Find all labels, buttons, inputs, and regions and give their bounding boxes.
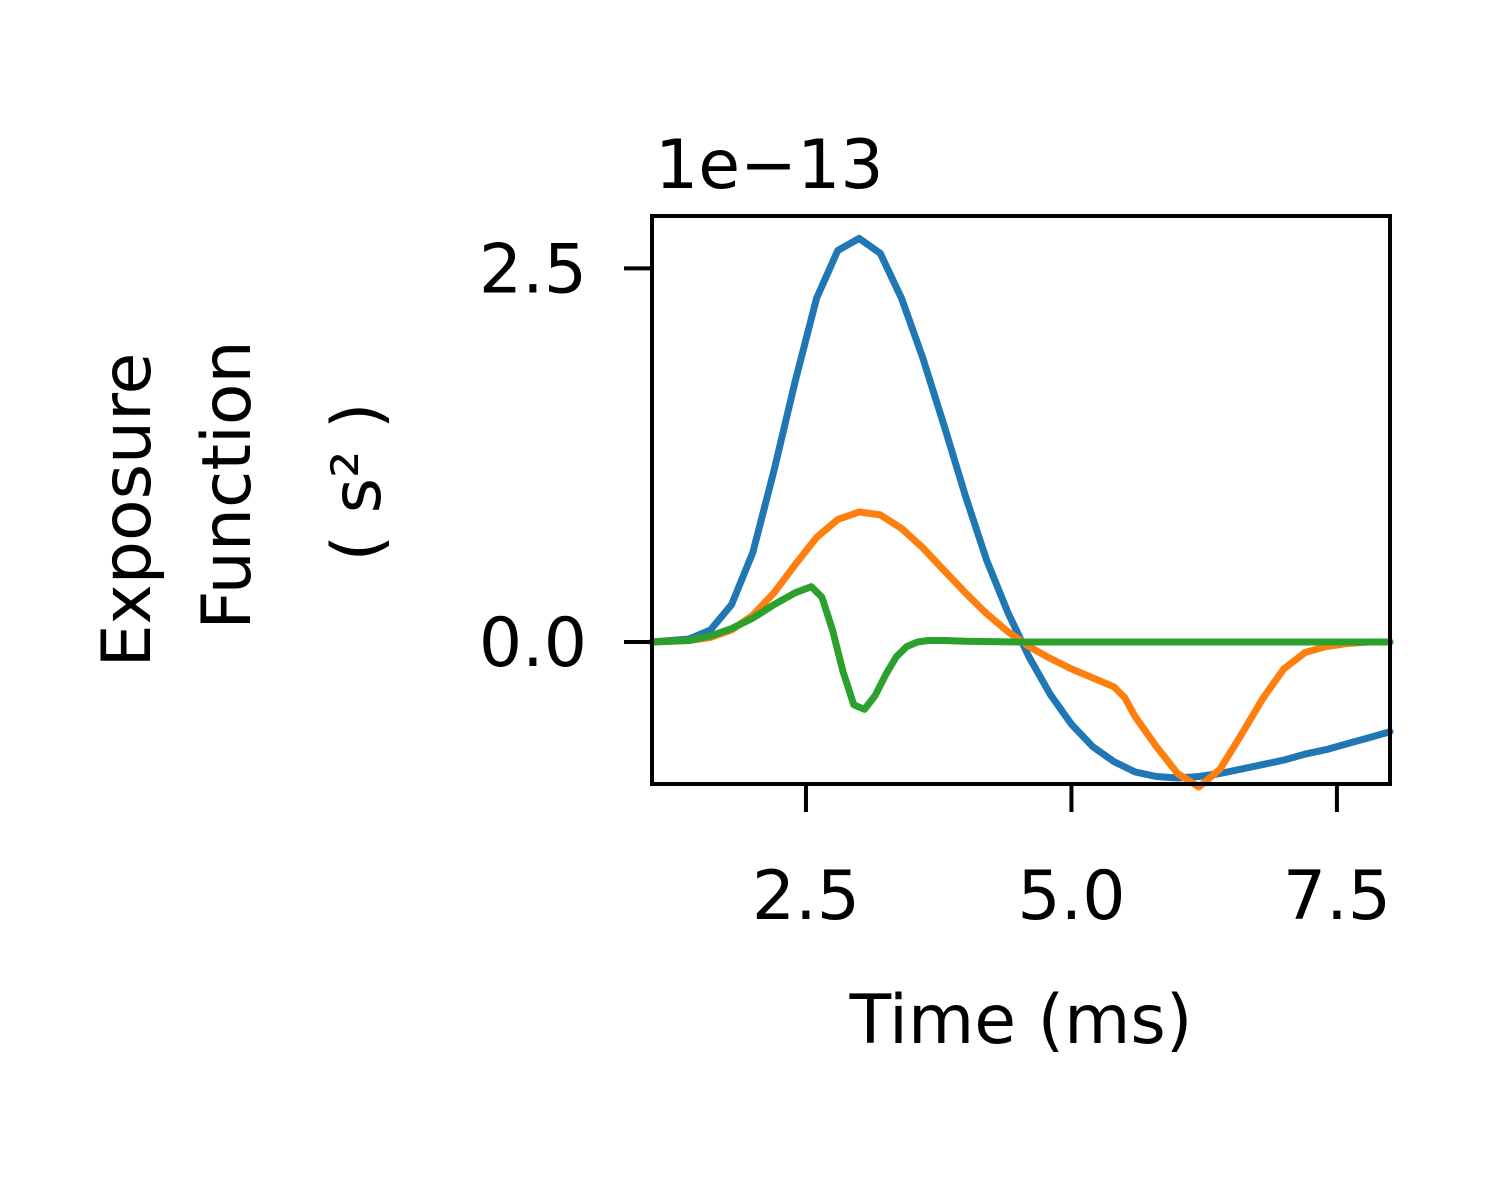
x-axis-label: Time (ms)	[849, 981, 1193, 1060]
y-offset-label: 1e−13	[655, 126, 884, 205]
y-axis-label-line-2: Function	[188, 340, 267, 629]
y-axis-label-line-3: ( s² )	[318, 403, 397, 562]
x-axis-ticks: 2.5 5.0 7.5	[752, 784, 1391, 936]
plot-frame	[650, 214, 1392, 786]
y-tick-label: 2.5	[479, 230, 587, 309]
y-tick-label: 0.0	[479, 604, 587, 683]
series-layer	[648, 234, 1394, 791]
x-tick-label: 7.5	[1283, 857, 1391, 936]
y-axis-label-line-1: Exposure	[88, 353, 167, 668]
series-line-1	[648, 234, 1394, 782]
series-line-2	[648, 508, 1394, 791]
y-axis-ticks: 0.0 2.5	[479, 230, 652, 683]
x-tick-label: 2.5	[752, 857, 860, 936]
series-line-3	[648, 583, 1394, 713]
x-tick-label: 5.0	[1017, 857, 1125, 936]
